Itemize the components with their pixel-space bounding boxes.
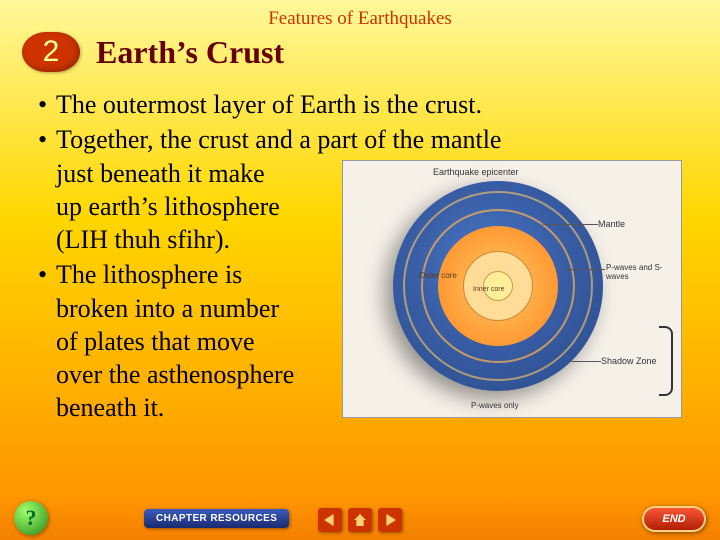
triangle-left-icon (324, 514, 336, 526)
bullet-text: The lithosphere is (56, 260, 242, 289)
bullet-text: The outermost layer of Earth is the crus… (56, 90, 482, 119)
earth-cutaway-diagram: Earthquake epicenter Mantle P-waves and … (342, 160, 682, 418)
bullet-1: •The outermost layer of Earth is the cru… (38, 88, 678, 121)
bullet-text: up earth’s lithosphere (56, 190, 336, 223)
bullet-text: (LIH thuh sfihr). (56, 223, 336, 256)
end-button[interactable]: END (642, 506, 706, 532)
label-outer-core: Outer core (419, 271, 457, 280)
help-button[interactable]: ? (14, 501, 48, 535)
footer-bar: ? CHAPTER RESOURCES END (0, 496, 720, 540)
section-number-badge: 2 (22, 32, 80, 72)
triangle-right-icon (384, 514, 396, 526)
bullet-text: beneath it. (56, 391, 336, 424)
bullet-text: Together, the crust and a part of the ma… (56, 125, 501, 154)
label-inner-core: Inner core (473, 286, 505, 293)
bullet-text: broken into a number (56, 292, 336, 325)
leader-line (571, 361, 601, 362)
bullet-text: over the asthenosphere (56, 358, 336, 391)
shadow-zone-bracket (659, 326, 673, 396)
label-mantle: Mantle (598, 219, 625, 229)
label-pwaves-only: P-waves only (471, 401, 519, 410)
prev-button[interactable] (318, 508, 342, 532)
home-button[interactable] (348, 508, 372, 532)
slide-title: Earth’s Crust (96, 34, 284, 71)
label-shadow-zone: Shadow Zone (601, 356, 657, 366)
leader-line (563, 269, 605, 270)
chapter-resources-button[interactable]: CHAPTER RESOURCES (144, 509, 289, 528)
bullet-text: just beneath it make (56, 157, 336, 190)
nav-arrows (318, 508, 402, 532)
label-pwaves-swaves: P-waves and S-waves (606, 263, 681, 281)
slide-header: Features of Earthquakes (0, 0, 720, 30)
home-icon (354, 514, 366, 526)
next-button[interactable] (378, 508, 402, 532)
leader-line (543, 224, 598, 225)
bullet-text: of plates that move (56, 325, 336, 358)
label-epicenter: Earthquake epicenter (433, 167, 519, 177)
